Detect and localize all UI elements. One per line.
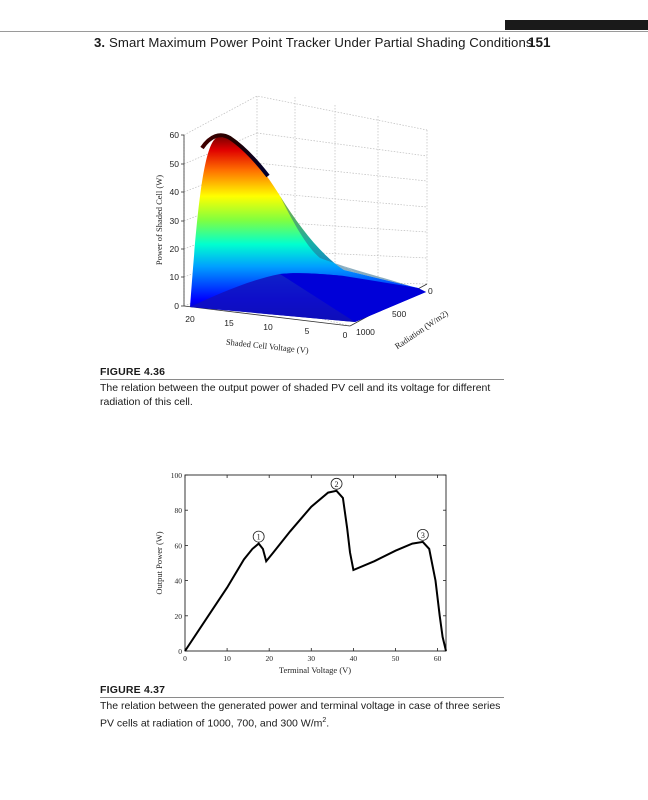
surface (190, 133, 426, 322)
annotation-label: 1 (257, 533, 261, 542)
x-tick-label: 15 (224, 318, 234, 328)
y-axis-label: Output Power (W) (154, 531, 164, 594)
x-axis-label: Shaded Cell Voltage (V) (226, 337, 310, 356)
y-tick-label: 100 (171, 471, 183, 480)
y-tick-label: 60 (175, 541, 183, 550)
z-axis-label: Power of Shaded Cell (W) (154, 175, 164, 265)
line-chart: 0 20 40 60 80 100 0 10 20 30 40 50 60 1 2 3 Terminal … (154, 471, 447, 675)
y-tick-label: 40 (175, 577, 183, 586)
power-voltage-curve (184, 489, 447, 652)
x-tick-label: 10 (223, 654, 231, 663)
x-axis-label: Terminal Voltage (V) (279, 665, 351, 675)
z-tick-label: 50 (170, 159, 180, 169)
x-tick-label: 40 (350, 654, 358, 663)
caption-text: The relation between the generated power… (100, 700, 501, 729)
figure-4-36-caption: The relation between the output power of… (100, 382, 491, 408)
figure-4-37-caption: The relation between the generated power… (100, 700, 510, 731)
x-tick-label: 20 (185, 314, 195, 324)
x-ticks: 0 10 20 30 40 50 60 (183, 475, 442, 663)
y-ticks: 0 20 40 60 80 100 (171, 471, 446, 656)
z-tick-labels: 0 10 20 30 40 50 60 (170, 130, 184, 311)
figure-4-37-rule (100, 697, 504, 698)
x-tick-label: 60 (434, 654, 442, 663)
y-tick-label: 1000 (356, 327, 375, 337)
y-tick-label: 0 (428, 286, 433, 296)
figure-4-37-label: FIGURE 4.37 (100, 684, 166, 696)
y-tick-label: 20 (175, 612, 183, 621)
x-tick-label: 50 (392, 654, 400, 663)
x-tick-label: 20 (265, 654, 273, 663)
x-tick-label: 10 (263, 322, 273, 332)
plot-frame (184, 474, 447, 652)
y-tick-labels: 1000 500 0 (356, 286, 433, 337)
annotation-label: 3 (421, 531, 425, 540)
caption-end: . (326, 717, 330, 729)
z-tick-label: 30 (170, 216, 180, 226)
running-head: 3. Smart Maximum Power Point Tracker Und… (94, 35, 533, 50)
x-tick-label: 0 (183, 654, 187, 663)
peak-annotations: 1 2 3 (252, 477, 429, 543)
z-tick-label: 40 (170, 187, 180, 197)
z-tick-label: 20 (170, 244, 180, 254)
header-rule (0, 31, 648, 32)
header-bar (505, 20, 648, 30)
x-tick-label: 5 (305, 326, 310, 336)
y-tick-label: 80 (175, 506, 183, 515)
annotation-label: 2 (335, 480, 339, 489)
figure-4-36: 0 10 20 30 40 50 60 20 15 10 5 0 1000 500 0 Power of… (150, 88, 460, 363)
page-number: 151 (528, 35, 551, 50)
annotation-circle (252, 530, 265, 543)
z-tick-label: 10 (170, 272, 180, 282)
figure-4-36-rule (100, 379, 504, 380)
annotation-circle (416, 528, 429, 541)
figure-4-37: 0 20 40 60 80 100 0 10 20 30 40 50 60 1 2 3 Terminal … (150, 462, 460, 687)
x-tick-label: 0 (343, 330, 348, 340)
x-tick-label: 30 (308, 654, 316, 663)
y-tick-label: 0 (178, 647, 182, 656)
z-tick-label: 0 (174, 301, 179, 311)
y-tick-label: 500 (392, 309, 406, 319)
annotation-circle (330, 477, 343, 490)
z-tick-label: 60 (170, 130, 180, 140)
figure-4-36-label: FIGURE 4.36 (100, 366, 166, 378)
chapter-number: 3. (94, 35, 106, 50)
x-tick-labels: 20 15 10 5 0 (185, 314, 347, 340)
caption-superscript: 2 (322, 716, 327, 724)
chapter-title: Smart Maximum Power Point Tracker Under … (108, 35, 533, 50)
